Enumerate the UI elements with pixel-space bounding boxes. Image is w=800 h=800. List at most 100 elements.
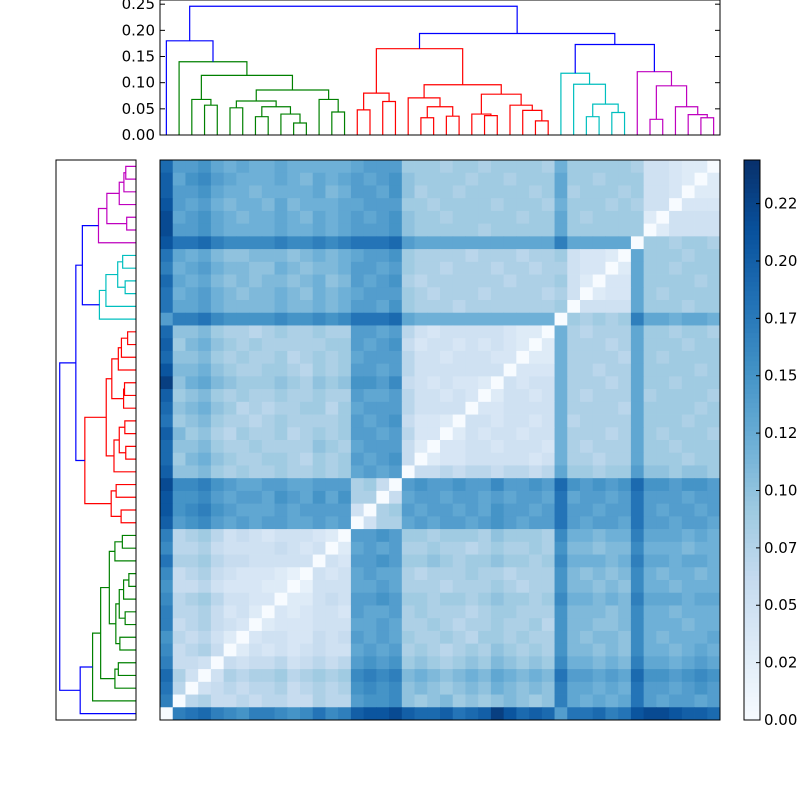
heatmap-cell	[630, 669, 645, 683]
heatmap-cell	[312, 274, 326, 288]
heatmap-cell	[172, 681, 186, 695]
heatmap-cell	[427, 694, 441, 708]
heatmap-cell	[198, 312, 212, 326]
heatmap-cell	[452, 656, 466, 670]
heatmap-cell	[580, 338, 594, 352]
heatmap-cell	[618, 236, 632, 250]
heatmap-cell	[261, 630, 275, 645]
heatmap-cell	[312, 427, 326, 441]
heatmap-cell	[529, 389, 543, 403]
heatmap-cell	[529, 605, 543, 619]
heatmap-cell	[554, 325, 568, 339]
heatmap-cell	[529, 503, 543, 517]
heatmap-cell	[312, 630, 326, 645]
heatmap-cell	[249, 350, 263, 365]
heatmap-cell	[236, 516, 250, 530]
heatmap-cell	[669, 338, 683, 352]
colorbar-gradient-step	[744, 267, 760, 273]
heatmap-cell	[567, 580, 581, 594]
heatmap-cell	[350, 172, 365, 186]
heatmap-cell	[249, 338, 263, 352]
heatmap-cell	[529, 338, 543, 352]
heatmap-cell	[516, 567, 530, 581]
heatmap-cell	[185, 656, 199, 670]
heatmap-cell	[185, 630, 199, 645]
dendrogram-link	[445, 115, 460, 135]
heatmap-cell	[516, 490, 530, 505]
dendrogram-link	[75, 264, 85, 462]
dendrogram-link	[178, 61, 248, 135]
colorbar-gradient-step	[744, 169, 760, 175]
heatmap-cell	[643, 516, 657, 530]
heatmap-cell	[312, 300, 326, 314]
heatmap-cell	[389, 312, 403, 326]
heatmap-cell	[210, 325, 225, 339]
heatmap-cell	[478, 300, 492, 314]
colorbar-gradient-step	[744, 706, 760, 712]
heatmap-cell	[554, 350, 568, 365]
heatmap-cell	[516, 274, 530, 288]
heatmap-cell	[274, 223, 288, 237]
heatmap-cell	[440, 160, 454, 174]
heatmap-cell	[516, 312, 530, 326]
heatmap-cell	[630, 172, 645, 186]
heatmap-cell	[643, 223, 657, 237]
heatmap-cell	[630, 516, 645, 530]
heatmap-cell	[529, 541, 543, 555]
heatmap-cell	[261, 300, 275, 314]
heatmap-cell	[401, 694, 415, 708]
heatmap-cell	[452, 338, 466, 352]
heatmap-cell	[694, 401, 708, 415]
heatmap-cell	[529, 261, 543, 275]
heatmap-cell	[656, 210, 670, 225]
heatmap-cell	[274, 350, 288, 365]
heatmap-cell	[643, 580, 657, 594]
heatmap-cell	[567, 541, 581, 555]
heatmap-cell	[198, 440, 212, 454]
heatmap-cell	[261, 669, 275, 683]
heatmap-cell	[630, 363, 645, 377]
heatmap-cell	[490, 287, 505, 301]
heatmap-cell	[414, 554, 428, 568]
heatmap-cell	[465, 592, 479, 606]
dendrogram-link	[560, 72, 591, 135]
heatmap-cell	[363, 490, 377, 505]
heatmap-cell	[440, 554, 454, 568]
heatmap-cell	[440, 325, 454, 339]
heatmap-cell	[440, 694, 454, 708]
heatmap-cell	[503, 414, 517, 428]
heatmap-cell	[300, 427, 314, 441]
dendrogram-link	[229, 107, 244, 135]
heatmap-cell	[707, 529, 721, 543]
heatmap-cell	[185, 223, 199, 237]
colorbar-gradient-step	[744, 645, 760, 651]
heatmap-cell	[541, 363, 555, 377]
heatmap-cell	[350, 554, 365, 568]
heatmap-cell	[490, 185, 505, 199]
colorbar-gradient-step	[744, 272, 760, 278]
heatmap-cell	[338, 605, 352, 619]
heatmap-cell	[567, 490, 581, 505]
heatmap-cell	[172, 249, 186, 263]
heatmap-cell	[516, 363, 530, 377]
heatmap-cell	[465, 261, 479, 275]
heatmap-cell	[312, 452, 326, 466]
heatmap-cell	[185, 618, 199, 632]
heatmap-cell	[605, 707, 619, 721]
heatmap-cell	[541, 465, 555, 479]
heatmap-cell	[401, 643, 415, 657]
heatmap-cell	[490, 567, 505, 581]
heatmap-cell	[389, 287, 403, 301]
heatmap-cell	[541, 605, 555, 619]
colorbar-gradient-step	[744, 188, 760, 194]
heatmap-cell	[325, 567, 339, 581]
heatmap-cell	[452, 312, 466, 326]
heatmap-cell	[300, 401, 314, 415]
heatmap-cell	[236, 249, 250, 263]
heatmap-cell	[312, 287, 326, 301]
heatmap-cell	[707, 274, 721, 288]
heatmap-cell	[643, 312, 657, 326]
colorbar-gradient-step	[744, 449, 760, 455]
heatmap-cell	[376, 236, 390, 250]
heatmap-cell	[350, 223, 365, 237]
